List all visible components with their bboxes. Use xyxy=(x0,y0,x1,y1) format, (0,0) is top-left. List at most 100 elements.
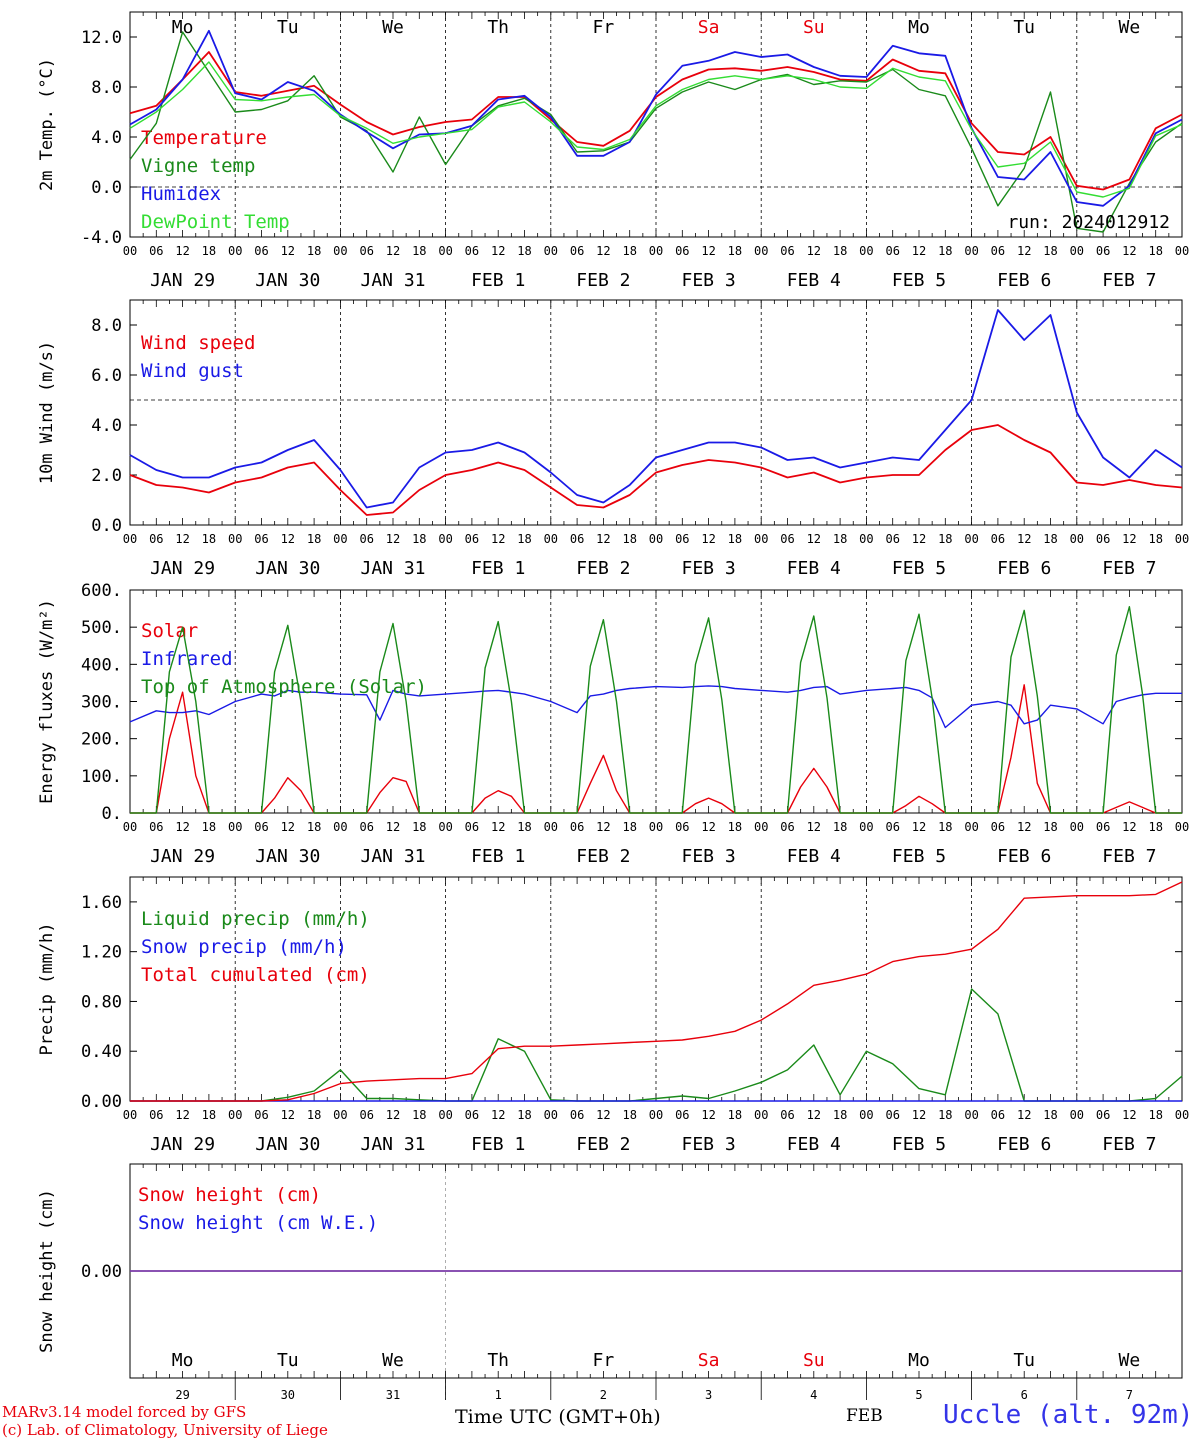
hour-tick-label: 12 xyxy=(386,244,400,258)
date-label: FEB 5 xyxy=(892,270,946,291)
y-axis-label: Snow height (cm) xyxy=(37,1189,57,1353)
run-label: run: 2024012912 xyxy=(1007,212,1170,233)
weekday-label: Fr xyxy=(593,1350,615,1371)
hour-tick-label: 06 xyxy=(254,244,268,258)
weekday-label: Su xyxy=(803,17,825,38)
y-tick-label: 0.0 xyxy=(91,516,122,536)
date-label: FEB 2 xyxy=(576,1134,630,1155)
hour-tick-label: 06 xyxy=(149,1108,163,1122)
hour-tick-label: 00 xyxy=(544,1108,558,1122)
date-label: FEB 3 xyxy=(682,846,736,867)
hour-tick-label: 06 xyxy=(254,1108,268,1122)
hour-tick-label: 00 xyxy=(754,532,768,546)
hour-tick-label: 12 xyxy=(596,244,610,258)
hour-tick-label: 06 xyxy=(359,820,373,834)
hour-tick-label: 18 xyxy=(307,244,321,258)
date-label: FEB 4 xyxy=(787,270,841,291)
hour-tick-label: 12 xyxy=(596,820,610,834)
hour-tick-label: 06 xyxy=(570,532,584,546)
date-label: FEB 3 xyxy=(682,1134,736,1155)
hour-tick-label: 18 xyxy=(307,820,321,834)
hour-tick-label: 12 xyxy=(701,820,715,834)
weekday-label: Mo xyxy=(908,1350,930,1371)
weekday-label: Tu xyxy=(277,1350,299,1371)
hour-tick-label: 12 xyxy=(1122,532,1136,546)
meteogram-chart: -4.00.04.08.012.02m Temp. (°C)00 06 12 18JA… xyxy=(37,11,1189,1400)
hour-tick-label: 00 xyxy=(333,244,347,258)
date-label: JAN 29 xyxy=(150,1134,215,1155)
hour-tick-label: 06 xyxy=(149,244,163,258)
hour-tick-label: 00 xyxy=(754,244,768,258)
date-label: FEB 4 xyxy=(787,1134,841,1155)
hour-tick-label: 00 xyxy=(228,532,242,546)
hour-tick-label: 06 xyxy=(254,532,268,546)
date-label: FEB 3 xyxy=(682,270,736,291)
hour-tick-label: 06 xyxy=(570,1108,584,1122)
date-label: JAN 31 xyxy=(360,558,425,579)
hour-tick-label: 18 xyxy=(1043,244,1057,258)
weekday-label: We xyxy=(1119,17,1141,38)
weekday-label: Th xyxy=(487,1350,509,1371)
hour-tick-label: 12 xyxy=(596,532,610,546)
hour-tick-label: 00 xyxy=(649,1108,663,1122)
hour-tick-label: 06 xyxy=(780,1108,794,1122)
series-line xyxy=(129,424,1183,516)
hour-tick-label: 00 xyxy=(649,820,663,834)
hour-tick-label: 18 xyxy=(1148,244,1162,258)
date-label: FEB 6 xyxy=(997,270,1051,291)
copyright-credit: (c) Lab. of Climatology, University of L… xyxy=(2,1421,328,1439)
y-tick-label: 200. xyxy=(81,730,122,750)
hour-tick-label: 12 xyxy=(807,244,821,258)
legend-entry: Snow height (cm W.E.) xyxy=(138,1212,378,1234)
hour-tick-label: 12 xyxy=(1122,244,1136,258)
hour-tick-label: 18 xyxy=(307,532,321,546)
date-label: FEB 4 xyxy=(787,846,841,867)
hour-tick-label: 12 xyxy=(175,1108,189,1122)
hour-tick-label: 06 xyxy=(780,532,794,546)
hour-tick-label: 06 xyxy=(675,532,689,546)
weekday-label: Sa xyxy=(698,1350,720,1371)
hour-tick-label: 18 xyxy=(1148,1108,1162,1122)
y-tick-label: 100. xyxy=(81,767,122,787)
hour-tick-label: 18 xyxy=(622,532,636,546)
hour-tick-label: 12 xyxy=(701,1108,715,1122)
date-label: JAN 31 xyxy=(360,846,425,867)
weekday-label: We xyxy=(382,17,404,38)
day-number-label: 3 xyxy=(705,1388,712,1400)
hour-tick-label: 18 xyxy=(517,820,531,834)
hour-tick-label: 00 xyxy=(438,244,452,258)
y-axis-label: 10m Wind (m/s) xyxy=(37,341,57,484)
hour-tick-label: 12 xyxy=(281,1108,295,1122)
hour-tick-label: 00 xyxy=(1070,532,1084,546)
hour-tick-label: 12 xyxy=(1017,1108,1031,1122)
hour-tick-label: 00 xyxy=(1175,1108,1189,1122)
hour-tick-label: 06 xyxy=(675,820,689,834)
hour-tick-label: 18 xyxy=(202,1108,216,1122)
date-label: FEB 1 xyxy=(471,846,525,867)
hour-tick-label: 12 xyxy=(281,820,295,834)
panel-frame xyxy=(129,589,1183,814)
hour-tick-label: 00 xyxy=(649,244,663,258)
hour-tick-label: 12 xyxy=(1122,820,1136,834)
series-line xyxy=(130,881,1183,1102)
time-axis-label: Time UTC (GMT+0h) xyxy=(455,1406,661,1428)
hour-tick-label: 12 xyxy=(1017,532,1031,546)
hour-tick-label: 06 xyxy=(991,820,1005,834)
legend-entry: DewPoint Temp xyxy=(141,211,290,233)
day-number-label: 5 xyxy=(915,1388,922,1400)
hour-tick-label: 00 xyxy=(964,532,978,546)
hour-tick-label: 00 xyxy=(1175,820,1189,834)
series-line xyxy=(130,606,1182,814)
series-line xyxy=(129,29,1183,207)
panel-frame xyxy=(129,299,1183,526)
hour-tick-label: 06 xyxy=(1096,1108,1110,1122)
hour-tick-label: 00 xyxy=(1175,244,1189,258)
hour-tick-label: 00 xyxy=(544,244,558,258)
date-label: FEB 2 xyxy=(576,558,630,579)
y-tick-label: 0.80 xyxy=(81,992,122,1012)
y-axis-label: Precip (mm/h) xyxy=(37,922,57,1055)
hour-tick-label: 12 xyxy=(491,1108,505,1122)
hour-tick-label: 12 xyxy=(386,820,400,834)
weekday-label: Su xyxy=(803,1350,825,1371)
hour-tick-label: 00 xyxy=(964,820,978,834)
